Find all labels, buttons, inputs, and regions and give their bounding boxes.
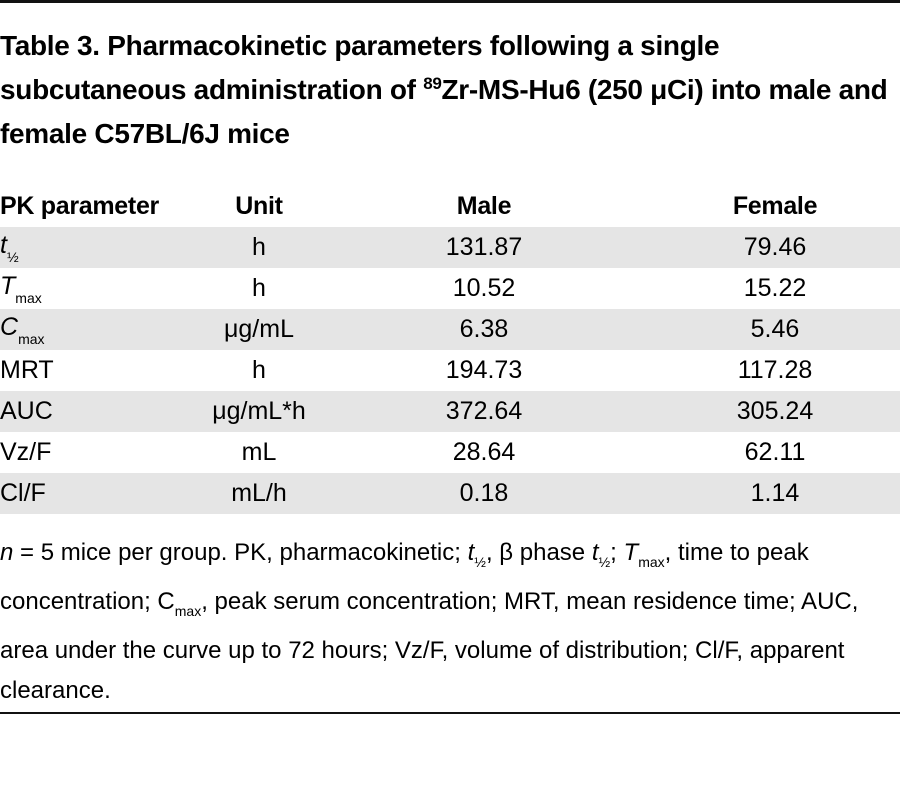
row-male-value: 372.64 bbox=[318, 391, 650, 432]
table-row: MRT h 194.73 117.28 bbox=[0, 350, 900, 391]
table-title: Table 3. Pharmacokinetic parameters foll… bbox=[0, 24, 898, 156]
row-parameter: Cmax bbox=[0, 309, 200, 350]
row-unit: h bbox=[200, 227, 318, 268]
row-parameter: Tmax bbox=[0, 271, 42, 306]
row-male-value: 10.52 bbox=[452, 274, 516, 302]
row-unit: μg/mL*h bbox=[200, 391, 318, 432]
table-footnote: n = 5 mice per group. PK, pharmacokineti… bbox=[0, 539, 859, 704]
title-suffix: Zr-MS-Hu6 (250 μCi) into male and female… bbox=[0, 74, 888, 149]
row-female-value: 62.11 bbox=[744, 438, 806, 466]
isotope-superscript: 89 bbox=[423, 74, 442, 93]
table-row: Cmax μg/mL 6.38 5.46 bbox=[0, 309, 900, 350]
header-unit: Unit bbox=[235, 191, 283, 220]
table-row: t½ h 131.87 79.46 bbox=[0, 227, 900, 268]
row-unit: h bbox=[252, 274, 266, 302]
row-female-value: 5.46 bbox=[650, 309, 900, 350]
row-female-value: 1.14 bbox=[650, 473, 900, 514]
table-row: Cl/F mL/h 0.18 1.14 bbox=[0, 473, 900, 514]
row-male-value: 194.73 bbox=[445, 356, 523, 384]
bottom-rule bbox=[0, 712, 900, 714]
row-female-value: 15.22 bbox=[743, 274, 807, 302]
row-parameter: t½ bbox=[0, 227, 200, 268]
header-female: Female bbox=[732, 191, 818, 220]
row-unit: h bbox=[252, 356, 266, 384]
row-parameter: Vz/F bbox=[0, 438, 52, 466]
pk-table: PK parameter Unit Male Female t½ h 131.8… bbox=[0, 185, 900, 514]
row-male-value: 131.87 bbox=[318, 227, 650, 268]
table-row: Vz/F mL 28.64 62.11 bbox=[0, 432, 900, 473]
row-male-value: 0.18 bbox=[318, 473, 650, 514]
top-rule bbox=[0, 0, 900, 3]
row-parameter: Cl/F bbox=[0, 473, 200, 514]
table-row: AUC μg/mL*h 372.64 305.24 bbox=[0, 391, 900, 432]
row-unit: mL/h bbox=[200, 473, 318, 514]
row-female-value: 79.46 bbox=[650, 227, 900, 268]
row-female-value: 305.24 bbox=[650, 391, 900, 432]
row-unit: μg/mL bbox=[200, 309, 318, 350]
row-parameter: AUC bbox=[0, 391, 200, 432]
header-row: PK parameter Unit Male Female bbox=[0, 185, 900, 227]
row-parameter: MRT bbox=[0, 356, 54, 384]
row-male-value: 28.64 bbox=[452, 438, 516, 466]
header-male: Male bbox=[456, 191, 512, 220]
table-row: Tmax h 10.52 15.22 bbox=[0, 268, 900, 309]
row-male-value: 6.38 bbox=[318, 309, 650, 350]
header-pk-parameter: PK parameter bbox=[0, 191, 159, 220]
title-prefix: Table 3. Pharmacokinetic parameters foll… bbox=[0, 30, 720, 105]
row-female-value: 117.28 bbox=[737, 356, 813, 384]
row-unit: mL bbox=[241, 438, 277, 466]
